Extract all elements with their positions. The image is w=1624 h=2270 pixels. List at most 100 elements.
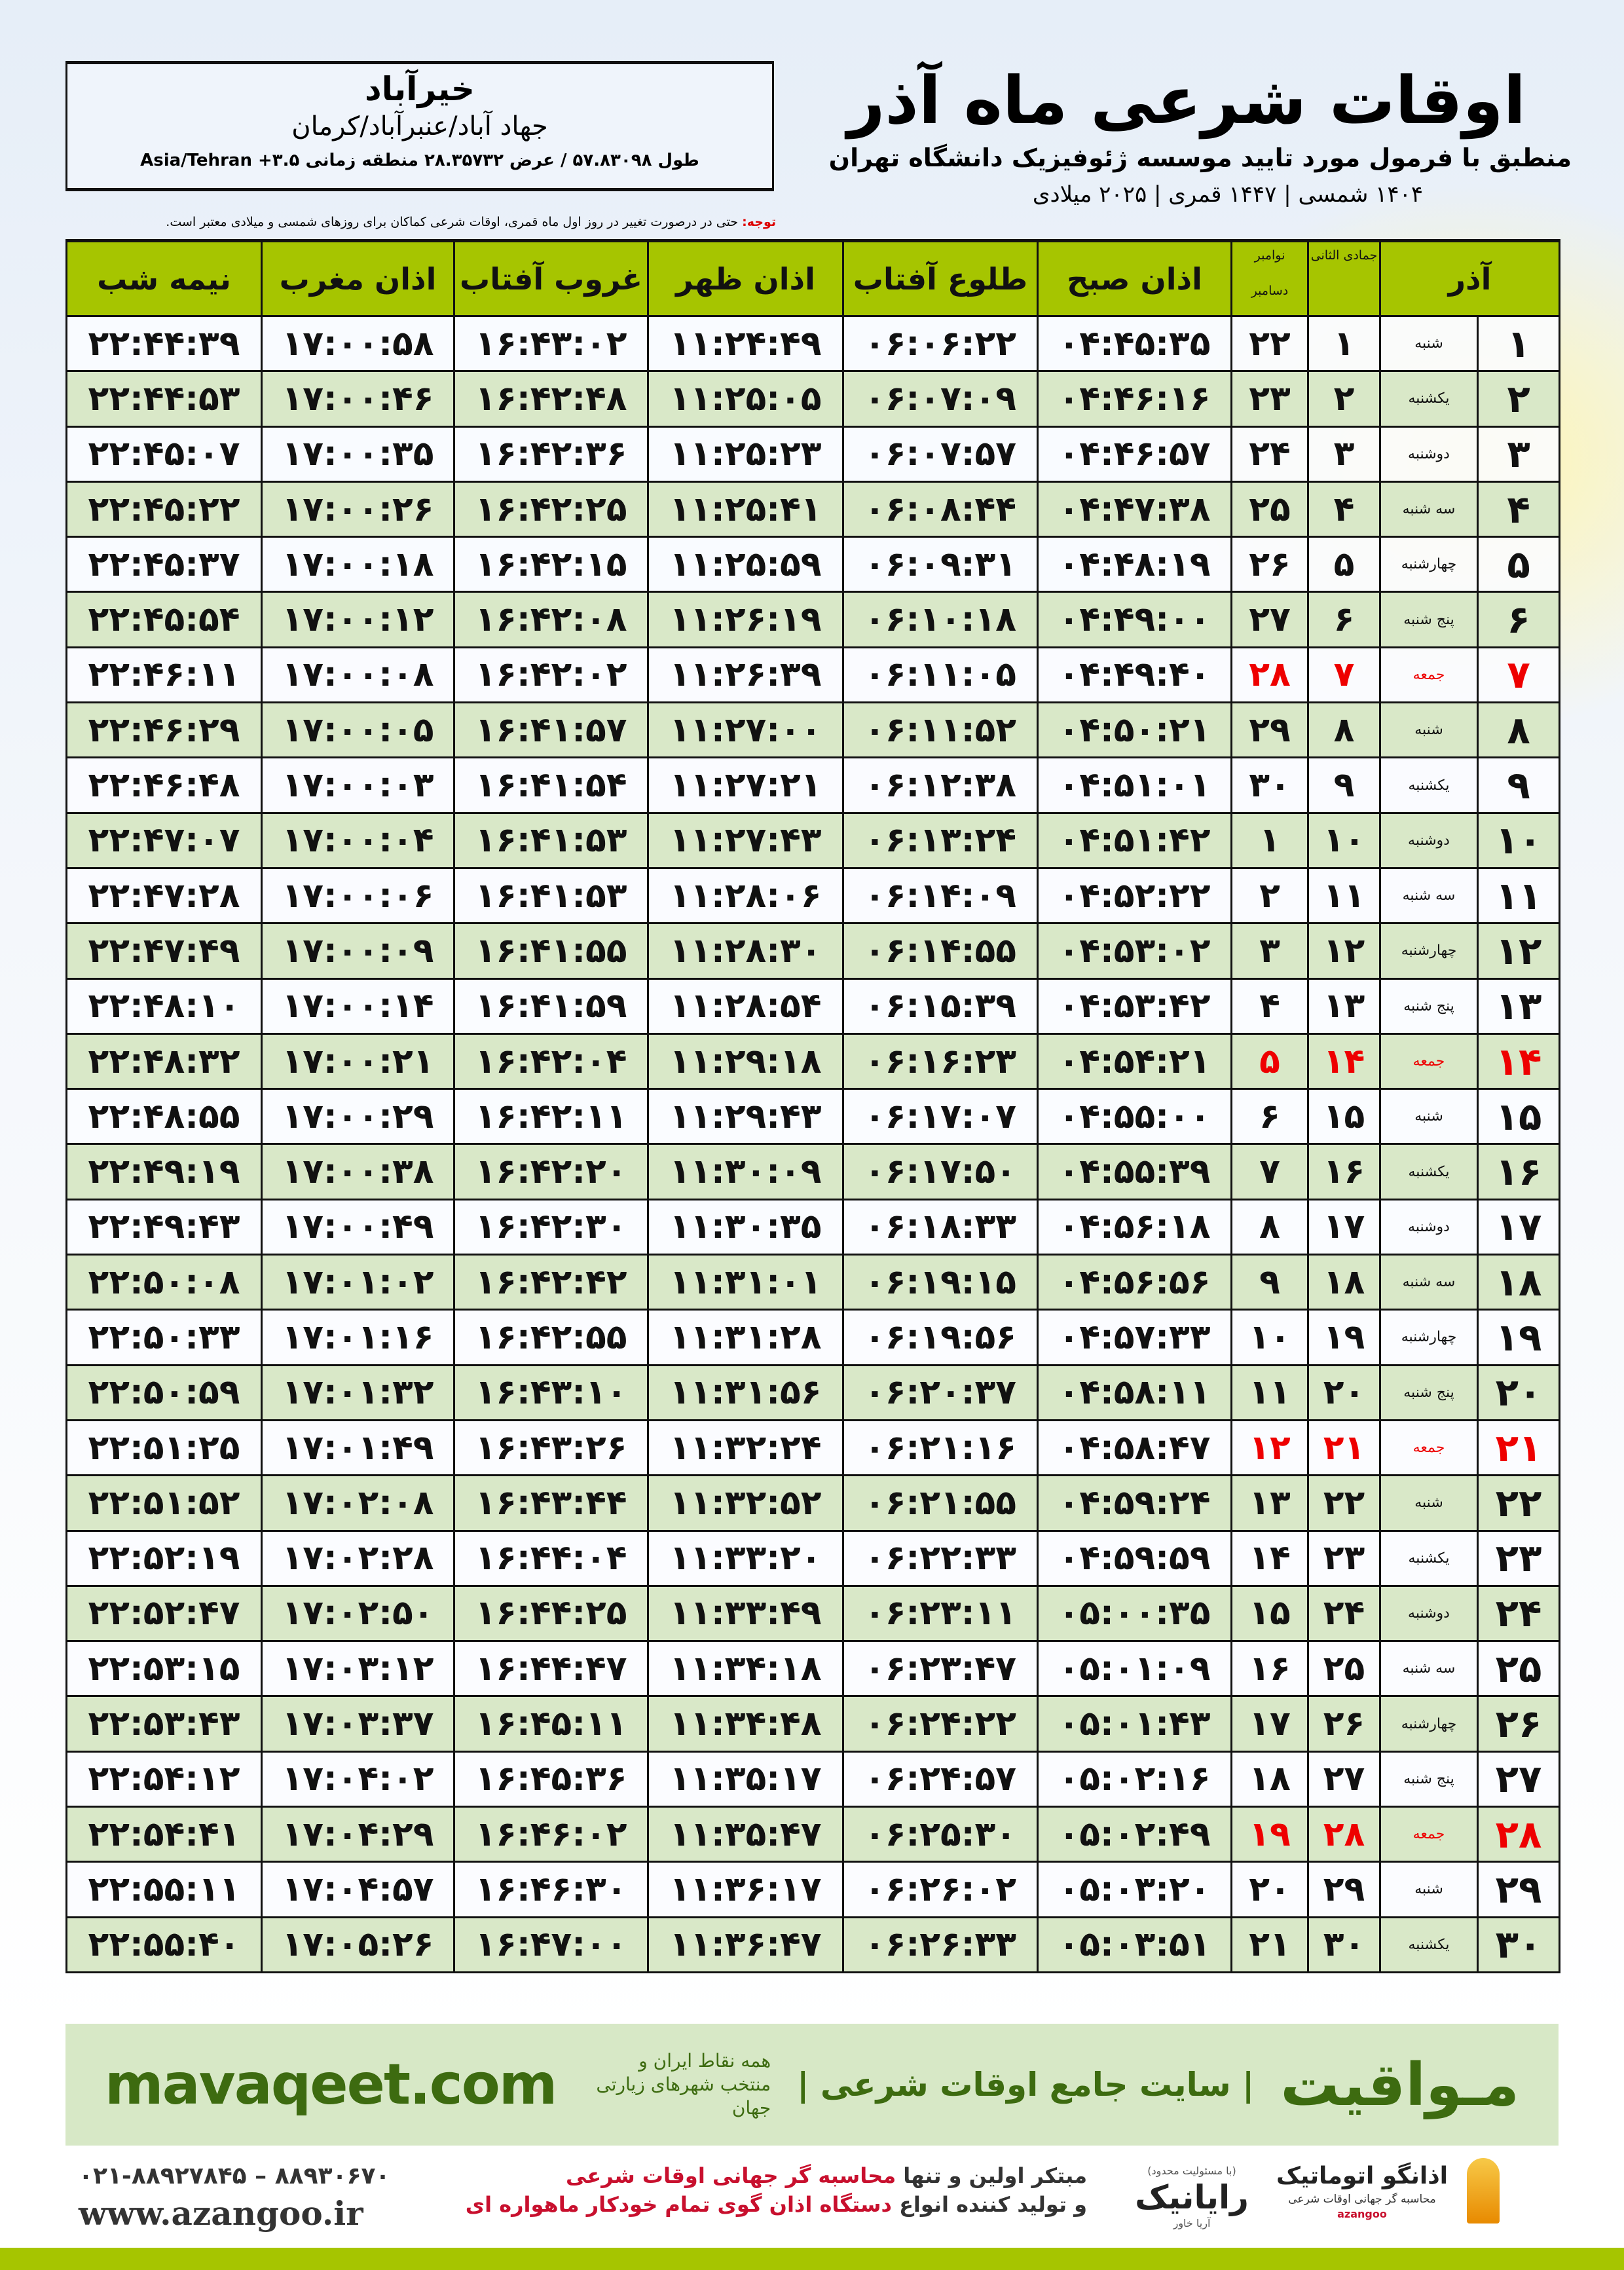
cell-ghorub: ۱۶:۴۲:۳۶ [453, 425, 649, 483]
azangoo-link[interactable]: www.azangoo.ir [79, 2194, 363, 2233]
table-row: ۱۰ دوشنبه ۱۰ ۱ ۰۴:۵۱:۴۲ ۰۶:۱۳:۲۴ ۱۱:۲۷:۴۳ ۱۶:۴۱… [65, 811, 1561, 869]
footer-bar [0, 2248, 1624, 2270]
cell-weekday: جمعه [1378, 1032, 1479, 1090]
cell-weekday: دوشنبه [1378, 811, 1479, 869]
cell-gregorian-day: ۳۰ [1230, 756, 1309, 814]
cell-ghorub: ۱۶:۴۱:۵۷ [453, 701, 649, 759]
cell-jamadi-day: ۱۰ [1307, 811, 1381, 869]
cell-tolu: ۰۶:۱۱:۵۲ [842, 701, 1039, 759]
cell-tolu: ۰۶:۲۶:۰۲ [842, 1861, 1039, 1918]
table-row: ۸ شنبه ۸ ۲۹ ۰۴:۵۰:۲۱ ۰۶:۱۱:۵۲ ۱۱:۲۷:۰۰ ۱۶:۴۱:۵۷… [65, 701, 1561, 759]
cell-weekday: شنبه [1378, 1474, 1479, 1532]
cell-nimeshab: ۲۲:۴۷:۴۹ [65, 922, 263, 980]
azangoo-en: azangoo [1337, 2208, 1387, 2220]
cell-tolu: ۰۶:۲۱:۵۵ [842, 1474, 1039, 1532]
cell-tolu: ۰۶:۱۷:۰۷ [842, 1088, 1039, 1145]
cell-ghorub: ۱۶:۴۱:۵۳ [453, 811, 649, 869]
table-row: ۱۲ چهارشنبه ۱۲ ۳ ۰۴:۵۳:۰۲ ۰۶:۱۴:۵۵ ۱۱:۲۸:۳۰ ۱۶:… [65, 922, 1561, 980]
cell-azar-day: ۳ [1477, 425, 1561, 483]
cell-azar-day: ۴ [1477, 480, 1561, 538]
cell-tolu: ۰۶:۰۷:۰۹ [842, 370, 1039, 428]
cell-gregorian-day: ۲۸ [1230, 646, 1309, 704]
cell-ghorub: ۱۶:۴۲:۰۸ [453, 591, 649, 648]
cell-gregorian-day: ۲۳ [1230, 370, 1309, 428]
city-name: خیرآباد [365, 70, 475, 108]
cell-maghrib: ۱۷:۰۰:۰۹ [261, 922, 455, 980]
cell-jamadi-day: ۱۸ [1307, 1254, 1381, 1311]
table-row: ۲۸ جمعه ۲۸ ۱۹ ۰۵:۰۲:۴۹ ۰۶:۲۵:۳۰ ۱۱:۳۵:۴۷ ۱۶:۴۶:… [65, 1806, 1561, 1863]
cell-azar-day: ۲۹ [1477, 1861, 1561, 1918]
table-row: ۱۶ یکشنبه ۱۶ ۷ ۰۴:۵۵:۳۹ ۰۶:۱۷:۵۰ ۱۱:۳۰:۰۹ ۱۶:۴۲… [65, 1143, 1561, 1200]
cell-maghrib: ۱۷:۰۱:۰۲ [261, 1254, 455, 1311]
cell-maghrib: ۱۷:۰۲:۰۸ [261, 1474, 455, 1532]
cell-ghorub: ۱۶:۴۲:۲۵ [453, 480, 649, 538]
cell-azar-day: ۱۷ [1477, 1198, 1561, 1256]
cell-zohr: ۱۱:۳۳:۲۰ [647, 1529, 844, 1587]
header-zohr: اذان ظهر [647, 239, 844, 317]
cell-azar-day: ۱ [1477, 314, 1561, 373]
phone-numbers: ۰۲۱-۸۸۹۲۷۸۴۵ – ۸۸۹۳۰۶۷۰ [79, 2163, 390, 2189]
cell-subh: ۰۴:۵۱:۰۱ [1037, 756, 1232, 814]
cell-nimeshab: ۲۲:۴۷:۰۷ [65, 811, 263, 869]
cell-azar-day: ۱۱ [1477, 866, 1561, 925]
header-ghorub: غروب آفتاب [453, 239, 649, 317]
cell-gregorian-day: ۲۶ [1230, 536, 1309, 593]
cell-weekday: یکشنبه [1378, 1529, 1479, 1587]
table-row: ۱۳ پنج شنبه ۱۳ ۴ ۰۴:۵۳:۴۲ ۰۶:۱۵:۳۹ ۱۱:۲۸:۵۴ ۱۶:… [65, 977, 1561, 1035]
cell-tolu: ۰۶:۱۲:۳۸ [842, 756, 1039, 814]
cell-maghrib: ۱۷:۰۱:۴۹ [261, 1419, 455, 1477]
cell-maghrib: ۱۷:۰۰:۲۶ [261, 480, 455, 538]
cell-jamadi-day: ۱۴ [1307, 1032, 1381, 1090]
header-nimeshab: نیمه شب [65, 239, 263, 317]
cell-tolu: ۰۶:۱۷:۵۰ [842, 1143, 1039, 1200]
table-row: ۲۶ چهارشنبه ۲۶ ۱۷ ۰۵:۰۱:۴۳ ۰۶:۲۴:۲۲ ۱۱:۳۴:۴۸ ۱۶… [65, 1695, 1561, 1753]
cell-nimeshab: ۲۲:۵۰:۳۳ [65, 1309, 263, 1366]
cell-zohr: ۱۱:۳۶:۱۷ [647, 1861, 844, 1918]
table-row: ۵ چهارشنبه ۵ ۲۶ ۰۴:۴۸:۱۹ ۰۶:۰۹:۳۱ ۱۱:۲۵:۵۹ ۱۶:۴… [65, 536, 1561, 593]
cell-maghrib: ۱۷:۰۴:۲۹ [261, 1806, 455, 1863]
cell-ghorub: ۱۶:۴۶:۰۲ [453, 1806, 649, 1863]
cell-maghrib: ۱۷:۰۰:۴۶ [261, 370, 455, 428]
cell-maghrib: ۱۷:۰۲:۲۸ [261, 1529, 455, 1587]
cell-subh: ۰۴:۵۵:۳۹ [1037, 1143, 1232, 1200]
cell-tolu: ۰۶:۲۳:۱۱ [842, 1584, 1039, 1643]
cell-azar-day: ۵ [1477, 536, 1561, 593]
cell-jamadi-day: ۶ [1307, 591, 1381, 648]
table-row: ۱۴ جمعه ۱۴ ۵ ۰۴:۵۴:۲۱ ۰۶:۱۶:۲۳ ۱۱:۲۹:۱۸ ۱۶:۴۲:۰… [65, 1032, 1561, 1090]
cell-tolu: ۰۶:۱۰:۱۸ [842, 591, 1039, 648]
cell-jamadi-day: ۱۳ [1307, 977, 1381, 1035]
cell-zohr: ۱۱:۲۸:۵۴ [647, 977, 844, 1035]
cell-gregorian-day: ۱۱ [1230, 1364, 1309, 1421]
table-row: ۱۹ چهارشنبه ۱۹ ۱۰ ۰۴:۵۷:۳۳ ۰۶:۱۹:۵۶ ۱۱:۳۱:۲۸ ۱۶… [65, 1309, 1561, 1366]
rayanik-name: رایانیک [1135, 2178, 1249, 2216]
cell-jamadi-day: ۵ [1307, 536, 1381, 593]
cell-weekday: چهارشنبه [1378, 922, 1479, 980]
cell-maghrib: ۱۷:۰۰:۴۹ [261, 1198, 455, 1256]
cell-azar-day: ۲۲ [1477, 1474, 1561, 1532]
cell-zohr: ۱۱:۳۵:۴۷ [647, 1806, 844, 1863]
cell-weekday: جمعه [1378, 646, 1479, 704]
cell-subh: ۰۵:۰۱:۴۳ [1037, 1695, 1232, 1753]
cell-zohr: ۱۱:۳۲:۲۴ [647, 1419, 844, 1477]
cell-zohr: ۱۱:۳۳:۴۹ [647, 1584, 844, 1643]
cell-zohr: ۱۱:۲۴:۴۹ [647, 314, 844, 373]
cell-weekday: سه شنبه [1378, 480, 1479, 538]
cell-subh: ۰۴:۴۸:۱۹ [1037, 536, 1232, 593]
cell-jamadi-day: ۱۲ [1307, 922, 1381, 980]
cell-subh: ۰۴:۵۷:۳۳ [1037, 1309, 1232, 1366]
table-row: ۱۷ دوشنبه ۱۷ ۸ ۰۴:۵۶:۱۸ ۰۶:۱۸:۳۳ ۱۱:۳۰:۳۵ ۱۶:۴۲… [65, 1198, 1561, 1256]
cell-tolu: ۰۶:۲۳:۴۷ [842, 1640, 1039, 1698]
year-line: ۱۴۰۴ شمسی | ۱۴۴۷ قمری | ۲۰۲۵ میلادی [1032, 181, 1424, 208]
cell-nimeshab: ۲۲:۵۲:۴۷ [65, 1584, 263, 1643]
website-link[interactable]: mavaqeet.com [105, 2052, 557, 2117]
cell-subh: ۰۴:۵۱:۴۲ [1037, 811, 1232, 869]
cell-subh: ۰۴:۵۴:۲۱ [1037, 1032, 1232, 1090]
cell-ghorub: ۱۶:۴۱:۵۹ [453, 977, 649, 1035]
cell-gregorian-day: ۱ [1230, 811, 1309, 869]
cell-ghorub: ۱۶:۴۴:۲۵ [453, 1584, 649, 1643]
cell-nimeshab: ۲۲:۴۴:۳۹ [65, 314, 263, 373]
cell-gregorian-day: ۹ [1230, 1254, 1309, 1311]
cell-jamadi-day: ۲ [1307, 370, 1381, 428]
mavaqeet-banner: مـواقیت | سایت جامع اوقات شرعی | همه نقا… [65, 2024, 1559, 2146]
cell-maghrib: ۱۷:۰۳:۱۲ [261, 1640, 455, 1698]
